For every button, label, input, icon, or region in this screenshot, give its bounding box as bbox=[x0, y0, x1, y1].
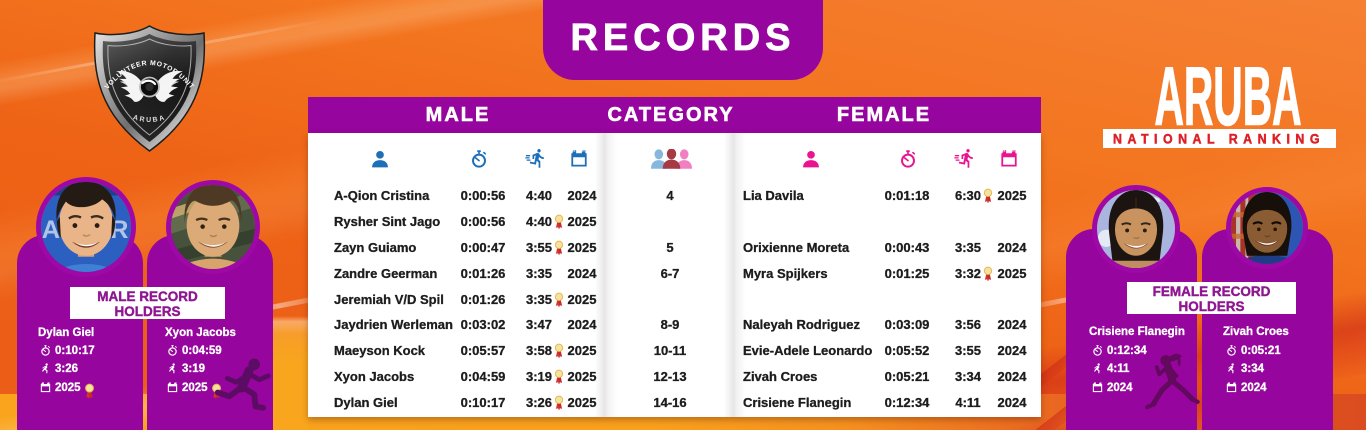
svg-text:ARUBA: ARUBA bbox=[1155, 50, 1302, 143]
svg-text:NATIONAL RANKING: NATIONAL RANKING bbox=[1113, 132, 1325, 147]
svg-text:IA: IA bbox=[41, 216, 60, 244]
svg-text:ARUBA: ARUBA bbox=[132, 114, 167, 124]
